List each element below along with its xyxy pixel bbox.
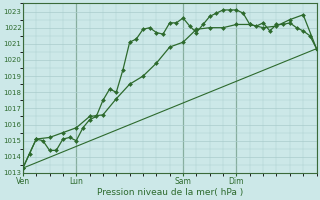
X-axis label: Pression niveau de la mer( hPa ): Pression niveau de la mer( hPa ) (97, 188, 243, 197)
